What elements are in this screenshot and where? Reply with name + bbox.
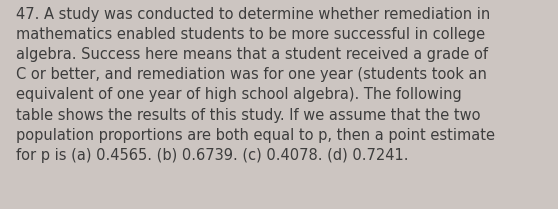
Text: 47. A study was conducted to determine whether remediation in
mathematics enable: 47. A study was conducted to determine w… — [16, 7, 494, 163]
